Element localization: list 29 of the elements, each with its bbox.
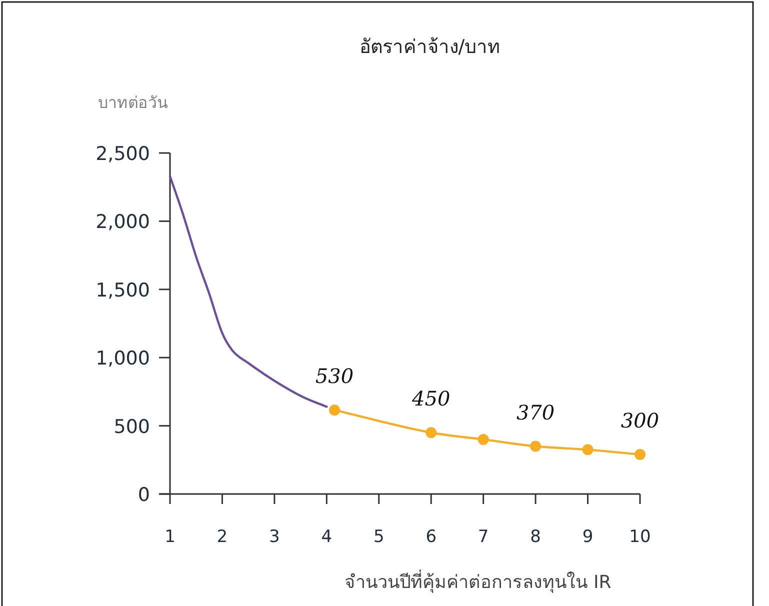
annotation: 450 <box>411 386 450 411</box>
point <box>582 444 594 456</box>
y-tick-label: 2,500 <box>96 143 150 165</box>
annotation: 370 <box>516 400 555 424</box>
y-tick-label: 1,500 <box>96 279 150 302</box>
x-tick-label: 4 <box>321 527 332 547</box>
y-axis-title: บาทต่อวัน <box>98 93 168 112</box>
x-tick-label: 5 <box>373 527 384 547</box>
point <box>329 404 340 416</box>
x-tick-label: 2 <box>216 527 228 547</box>
x-tick-label: 8 <box>530 527 541 547</box>
x-axis-title: จำนวนปีที่คุ้มค่าต่อการลงทุนใน IR <box>344 569 612 593</box>
point <box>634 448 646 460</box>
y-tick-label: 1,000 <box>96 348 150 370</box>
x-tick-label: 3 <box>269 527 280 547</box>
point <box>530 440 542 452</box>
x-tick-label: 1 <box>164 527 176 547</box>
point <box>478 434 489 445</box>
x-tick-label: 7 <box>478 527 489 547</box>
chart-title: อัตราค่าจ้าง/บาท <box>359 36 501 58</box>
annotation: 530 <box>315 364 354 388</box>
y-tick-label: 0 <box>138 484 150 506</box>
x-tick-label: 10 <box>629 527 651 547</box>
x-tick-label: 6 <box>426 527 437 547</box>
point <box>426 427 437 438</box>
annotation: 300 <box>620 408 660 432</box>
y-tick-label: 500 <box>114 416 150 438</box>
y-tick-label: 2,000 <box>96 211 150 234</box>
x-tick-label: 9 <box>582 527 594 547</box>
